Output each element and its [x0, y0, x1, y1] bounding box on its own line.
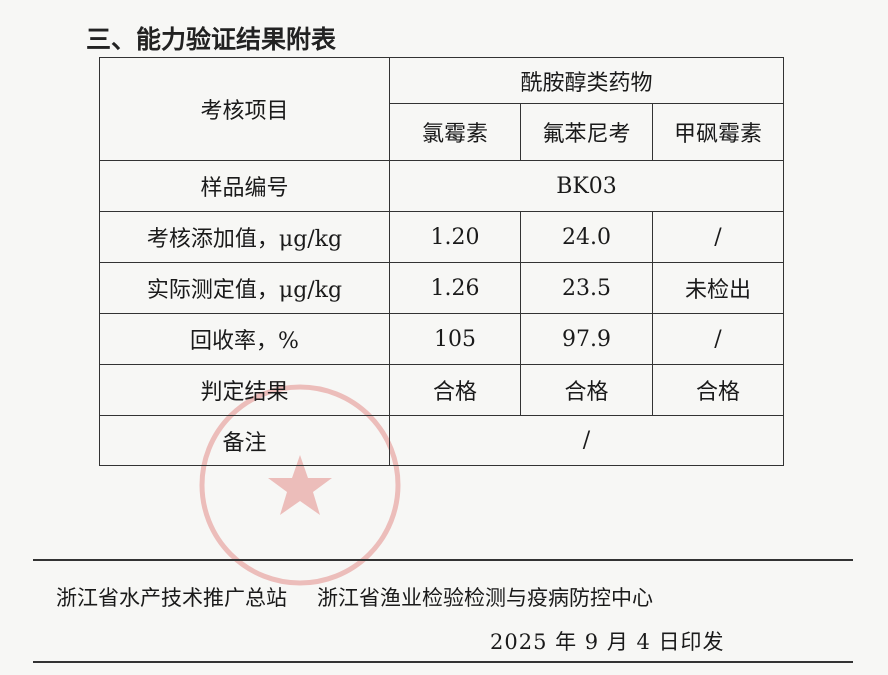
row-label: 样品编号: [99, 160, 390, 212]
cell: 24.0: [520, 211, 653, 263]
row-label: 判定结果: [99, 364, 390, 416]
table-row: 回收率，% 105 97.9 /: [99, 313, 784, 365]
issuing-orgs: 浙江省水产技术推广总站 浙江省渔业检验检测与疫病防控中心: [56, 582, 683, 612]
row-label: 实际测定值，μg/kg: [99, 262, 390, 314]
divider: [33, 559, 853, 561]
row-label: 考核添加值，μg/kg: [99, 211, 390, 263]
results-table: 考核项目 酰胺醇类药物 氯霉素 氟苯尼考 甲砜霉素 样品编号 BK03 考核添加…: [99, 57, 784, 466]
sample-value: BK03: [389, 160, 784, 212]
issue-date: 2025 年 9 月 4 日印发: [490, 630, 725, 654]
section-title: 三、能力验证结果附表: [86, 25, 337, 54]
cell: 1.26: [389, 262, 521, 314]
cell: /: [652, 211, 784, 263]
drug-header: 氟苯尼考: [520, 103, 653, 161]
table-row: 样品编号 BK03: [99, 160, 784, 212]
cell: 1.20: [389, 211, 521, 263]
cell: /: [652, 313, 784, 365]
table-row: 判定结果 合格 合格 合格: [99, 364, 784, 416]
group-header: 酰胺醇类药物: [389, 57, 784, 104]
drug-header: 甲砜霉素: [652, 103, 784, 161]
cell: 合格: [652, 364, 784, 416]
table-row: 考核添加值，μg/kg 1.20 24.0 /: [99, 211, 784, 263]
org-name: 浙江省水产技术推广总站: [56, 586, 287, 610]
org-name: 浙江省渔业检验检测与疫病防控中心: [317, 586, 653, 610]
divider: [33, 661, 853, 663]
cell: 合格: [389, 364, 521, 416]
item-header: 考核项目: [99, 57, 390, 161]
cell: 105: [389, 313, 521, 365]
note-value: /: [389, 415, 784, 466]
table-row: 实际测定值，μg/kg 1.26 23.5 未检出: [99, 262, 784, 314]
cell: 未检出: [652, 262, 784, 314]
row-label: 回收率，%: [99, 313, 390, 365]
cell: 23.5: [520, 262, 653, 314]
table-row: 备注 /: [99, 415, 784, 466]
cell: 97.9: [520, 313, 653, 365]
row-label: 备注: [99, 415, 390, 466]
cell: 合格: [520, 364, 653, 416]
drug-header: 氯霉素: [389, 103, 521, 161]
